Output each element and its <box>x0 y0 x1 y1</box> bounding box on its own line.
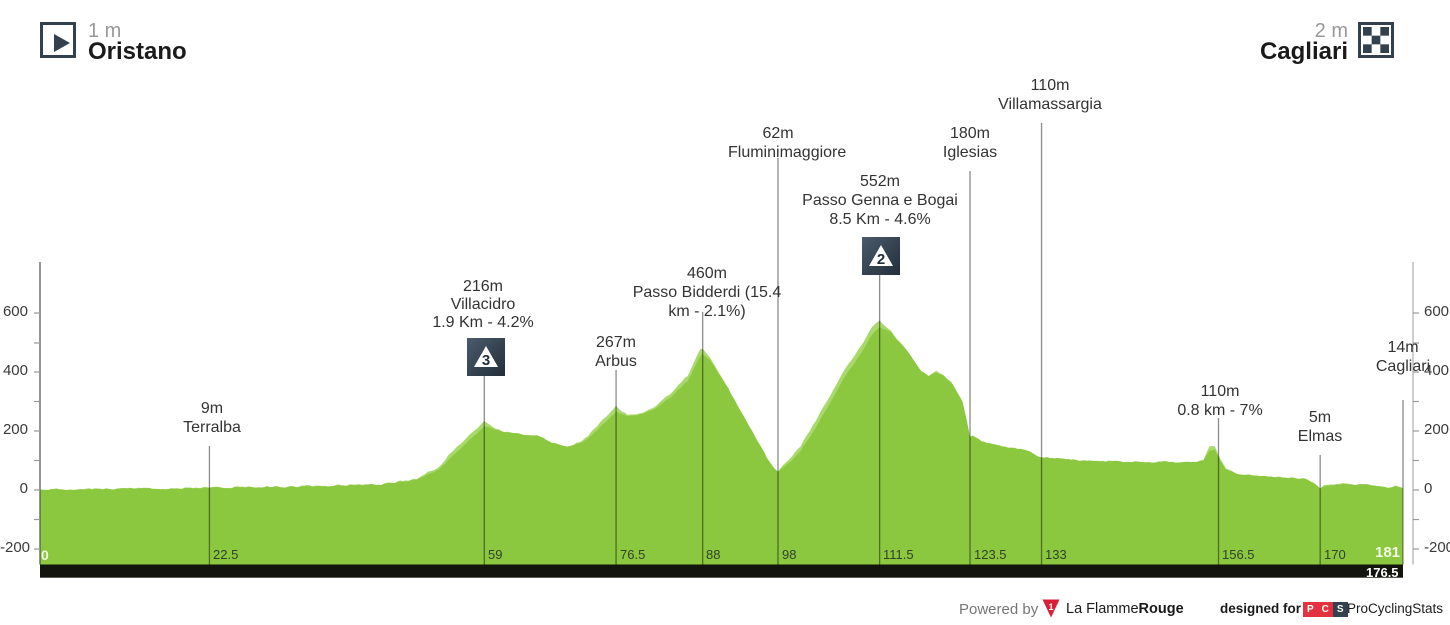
svg-text:2: 2 <box>877 251 885 268</box>
svg-text:1: 1 <box>1048 602 1053 612</box>
svg-text:3: 3 <box>482 352 490 369</box>
